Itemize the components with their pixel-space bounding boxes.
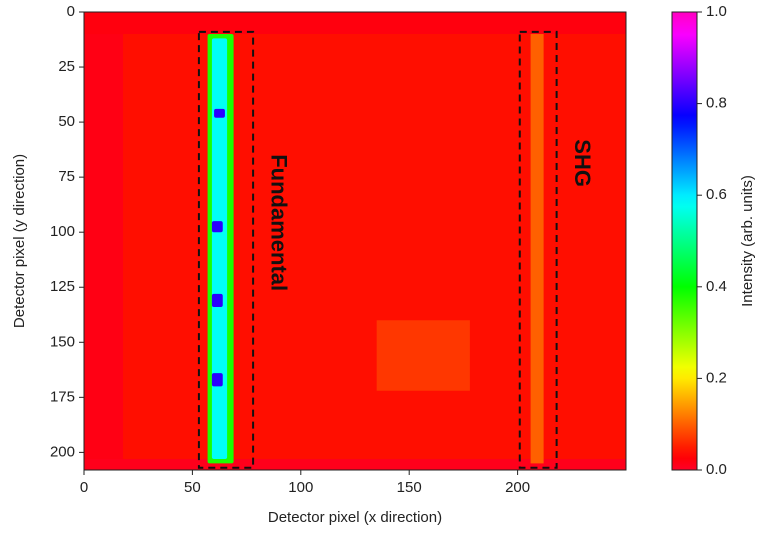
y-tick-label: 75 — [58, 168, 75, 185]
x-tick-label: 150 — [397, 479, 422, 496]
x-tick-label: 100 — [288, 479, 313, 496]
colorbar-tick-label: 0.6 — [706, 186, 727, 203]
heat-cell — [214, 108, 225, 118]
annotation-box — [197, 30, 255, 469]
colorbar-label: Intensity (arb. units) — [739, 175, 756, 307]
y-tick-label: 50 — [58, 113, 75, 130]
heat-cell — [84, 12, 626, 470]
x-axis-label: Detector pixel (x direction) — [268, 509, 442, 526]
heat-cell — [211, 293, 223, 308]
y-tick-label: 175 — [50, 388, 75, 405]
heat-cell — [211, 221, 223, 233]
heat-cell — [530, 34, 544, 464]
x-tick-label: 200 — [505, 479, 530, 496]
annotation-label: SHG — [570, 139, 595, 187]
heat-cell — [211, 38, 228, 459]
annotation-box — [518, 30, 558, 469]
y-tick-label: 200 — [50, 443, 75, 460]
heat-cell — [84, 458, 626, 470]
colorbar-tick-label: 0.2 — [706, 369, 727, 386]
colorbar-tick-label: 0.4 — [706, 278, 727, 295]
heat-cell — [211, 373, 223, 387]
y-tick-label: 125 — [50, 278, 75, 295]
annotation-label: Fundamental — [266, 154, 291, 291]
colorbar-tick-label: 1.0 — [706, 3, 727, 20]
y-tick-label: 100 — [50, 223, 75, 240]
y-tick-label: 150 — [50, 333, 75, 350]
y-tick-label: 0 — [67, 3, 75, 20]
y-axis-label: Detector pixel (y direction) — [11, 154, 28, 328]
y-tick-label: 25 — [58, 58, 75, 75]
heat-cell — [84, 12, 626, 35]
x-tick-label: 50 — [184, 479, 201, 496]
heat-cell — [376, 320, 470, 391]
heatmap — [84, 12, 626, 470]
colorbar-tick-label: 0.0 — [706, 461, 727, 478]
plot-frame — [83, 11, 627, 471]
heat-cell — [84, 34, 124, 470]
colorbar — [671, 11, 698, 471]
colorbar-tick-label: 0.8 — [706, 95, 727, 112]
x-tick-label: 0 — [80, 479, 88, 496]
